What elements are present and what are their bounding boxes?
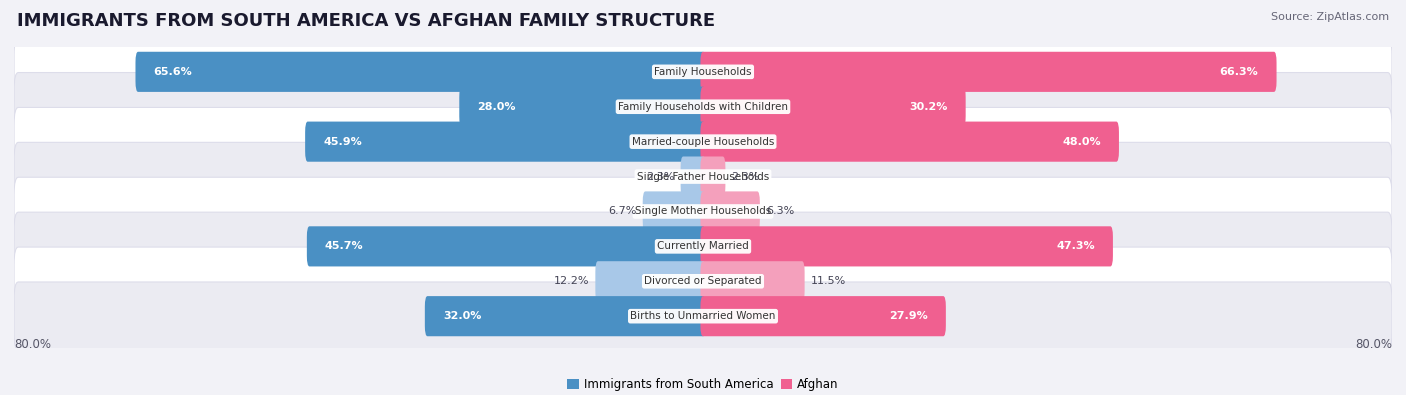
Text: 12.2%: 12.2% [554, 276, 589, 286]
Text: Family Households with Children: Family Households with Children [619, 102, 787, 112]
Text: Currently Married: Currently Married [657, 241, 749, 251]
FancyBboxPatch shape [595, 261, 706, 301]
FancyBboxPatch shape [700, 226, 1114, 267]
Text: Married-couple Households: Married-couple Households [631, 137, 775, 147]
Text: 65.6%: 65.6% [153, 67, 193, 77]
Text: 47.3%: 47.3% [1056, 241, 1095, 251]
Text: 27.9%: 27.9% [889, 311, 928, 321]
FancyBboxPatch shape [700, 192, 759, 231]
Text: 30.2%: 30.2% [910, 102, 948, 112]
Text: Family Households: Family Households [654, 67, 752, 77]
Text: Births to Unmarried Women: Births to Unmarried Women [630, 311, 776, 321]
Text: Single Father Households: Single Father Households [637, 171, 769, 182]
Text: IMMIGRANTS FROM SOUTH AMERICA VS AFGHAN FAMILY STRUCTURE: IMMIGRANTS FROM SOUTH AMERICA VS AFGHAN … [17, 12, 716, 30]
Text: Divorced or Separated: Divorced or Separated [644, 276, 762, 286]
FancyBboxPatch shape [700, 87, 966, 127]
Text: 11.5%: 11.5% [811, 276, 846, 286]
FancyBboxPatch shape [14, 142, 1392, 211]
Text: 48.0%: 48.0% [1063, 137, 1101, 147]
Text: 66.3%: 66.3% [1220, 67, 1258, 77]
Text: 80.0%: 80.0% [1355, 338, 1392, 351]
Text: 32.0%: 32.0% [443, 311, 481, 321]
FancyBboxPatch shape [700, 52, 1277, 92]
FancyBboxPatch shape [14, 73, 1392, 141]
FancyBboxPatch shape [135, 52, 706, 92]
FancyBboxPatch shape [700, 156, 725, 197]
Text: 80.0%: 80.0% [14, 338, 51, 351]
Text: 2.3%: 2.3% [731, 171, 759, 182]
FancyBboxPatch shape [14, 212, 1392, 280]
FancyBboxPatch shape [700, 122, 1119, 162]
Text: Source: ZipAtlas.com: Source: ZipAtlas.com [1271, 12, 1389, 22]
FancyBboxPatch shape [700, 261, 804, 301]
Legend: Immigrants from South America, Afghan: Immigrants from South America, Afghan [562, 373, 844, 395]
FancyBboxPatch shape [307, 226, 706, 267]
FancyBboxPatch shape [305, 122, 706, 162]
Text: 28.0%: 28.0% [478, 102, 516, 112]
Text: 2.3%: 2.3% [647, 171, 675, 182]
FancyBboxPatch shape [643, 192, 706, 231]
Text: 45.9%: 45.9% [323, 137, 361, 147]
FancyBboxPatch shape [14, 282, 1392, 350]
Text: Single Mother Households: Single Mother Households [636, 207, 770, 216]
Text: 6.7%: 6.7% [609, 207, 637, 216]
FancyBboxPatch shape [14, 38, 1392, 106]
FancyBboxPatch shape [681, 156, 706, 197]
FancyBboxPatch shape [14, 177, 1392, 246]
FancyBboxPatch shape [14, 247, 1392, 316]
FancyBboxPatch shape [460, 87, 706, 127]
FancyBboxPatch shape [700, 296, 946, 336]
Text: 45.7%: 45.7% [325, 241, 364, 251]
FancyBboxPatch shape [425, 296, 706, 336]
FancyBboxPatch shape [14, 107, 1392, 176]
Text: 6.3%: 6.3% [766, 207, 794, 216]
